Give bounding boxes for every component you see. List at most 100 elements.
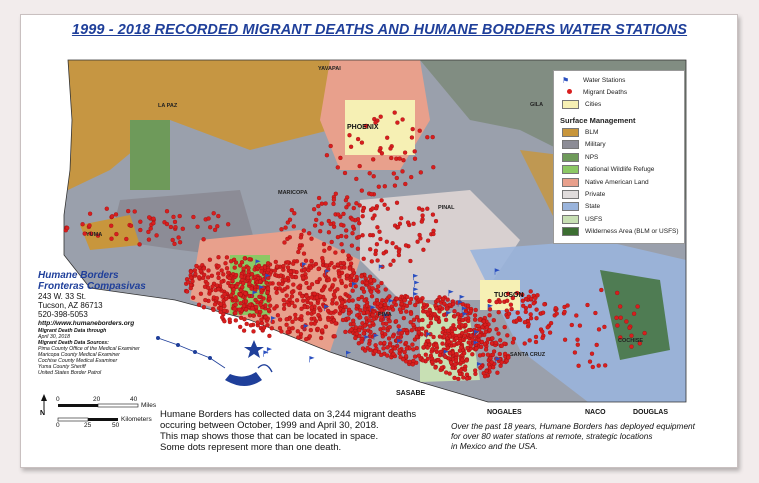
death-dot	[333, 309, 338, 314]
death-dot	[504, 308, 509, 313]
legend-item: BLM	[562, 128, 598, 137]
town-label-naco: NACO	[585, 409, 606, 416]
death-dot	[399, 330, 405, 336]
death-dot	[589, 351, 595, 356]
death-dot	[331, 292, 337, 297]
death-dot	[510, 340, 516, 345]
death-dot	[376, 184, 381, 189]
death-dot	[342, 170, 348, 176]
death-dot	[308, 301, 314, 306]
death-dot	[304, 336, 309, 342]
death-dot	[489, 341, 495, 346]
death-dot	[227, 275, 232, 281]
death-dot	[618, 335, 623, 340]
death-dot	[254, 304, 259, 310]
death-dot	[408, 320, 413, 325]
death-dot	[514, 290, 520, 296]
legend-swatch	[562, 128, 579, 137]
death-dot	[293, 312, 298, 318]
legend-item-label: NPS	[585, 153, 599, 161]
death-dot	[534, 316, 539, 321]
death-dot	[205, 281, 210, 286]
legend-item-label: BLM	[585, 129, 599, 136]
death-dot	[489, 360, 494, 365]
water-station-flag	[461, 306, 467, 313]
death-dot	[272, 268, 278, 273]
water-station-flag	[271, 316, 277, 323]
death-dot	[520, 292, 525, 297]
death-dot	[307, 285, 312, 290]
death-dot	[316, 211, 322, 216]
death-dot	[341, 260, 346, 266]
death-dot	[394, 175, 399, 181]
org-website-link[interactable]: http://www.humaneborders.org	[38, 320, 135, 327]
death-dot	[413, 302, 418, 308]
death-dot	[483, 347, 489, 352]
death-dot	[473, 368, 478, 373]
death-dot	[346, 298, 352, 303]
death-dot	[426, 338, 431, 344]
death-dot	[370, 286, 375, 291]
death-dot	[302, 304, 307, 310]
death-dot	[346, 311, 352, 316]
town-label-sasabe: SASABE	[396, 390, 426, 397]
death-dot	[356, 234, 362, 240]
death-dot	[447, 351, 453, 356]
death-dot	[487, 313, 492, 318]
death-dot	[259, 269, 264, 274]
death-dot	[224, 255, 230, 260]
death-dot	[463, 329, 469, 334]
death-dot	[318, 308, 323, 313]
death-dot	[347, 266, 352, 271]
death-dot	[364, 280, 369, 286]
death-dot	[138, 219, 143, 224]
death-dot	[239, 274, 244, 279]
death-dot	[361, 256, 366, 261]
death-dot	[238, 263, 243, 268]
death-dot	[330, 297, 335, 303]
death-dot	[375, 225, 380, 230]
death-dot	[343, 198, 349, 203]
source-item: United States Border Patrol	[38, 370, 102, 376]
death-dot	[302, 327, 307, 332]
death-dot	[412, 156, 418, 161]
death-dot	[251, 313, 256, 318]
death-dot	[259, 317, 264, 322]
death-dot	[345, 273, 350, 278]
death-dot	[289, 207, 294, 213]
death-dot	[295, 329, 300, 334]
death-dot	[359, 188, 364, 193]
legend-item-label: Military	[585, 141, 606, 149]
death-dot	[404, 309, 409, 314]
death-dot	[411, 322, 416, 328]
death-dot	[316, 312, 321, 318]
death-dot	[490, 336, 495, 341]
death-dot	[360, 214, 365, 219]
org-address-line2: Tucson, AZ 86713	[38, 301, 103, 310]
death-dot	[496, 331, 501, 336]
death-dot	[346, 316, 351, 321]
death-dot	[338, 155, 343, 161]
death-dot	[401, 315, 406, 321]
death-dot	[196, 275, 202, 280]
water-station-flag	[388, 298, 394, 306]
death-dot	[87, 211, 93, 216]
death-dot	[359, 339, 364, 344]
death-dot	[357, 328, 362, 333]
death-dot	[222, 308, 227, 313]
death-dot	[389, 155, 394, 161]
death-dot	[506, 355, 511, 360]
death-dot	[385, 135, 390, 140]
death-dot	[230, 278, 235, 284]
death-dot	[368, 324, 373, 329]
death-dot	[472, 313, 478, 318]
death-dot	[344, 228, 349, 233]
death-dot	[599, 287, 604, 293]
death-dot	[192, 268, 198, 273]
death-dot	[627, 325, 632, 330]
scale-mile-tick-40: 40	[130, 396, 138, 403]
death-dot	[548, 320, 554, 326]
death-dot	[323, 324, 329, 329]
death-dot	[316, 266, 321, 272]
death-dot	[332, 334, 337, 339]
